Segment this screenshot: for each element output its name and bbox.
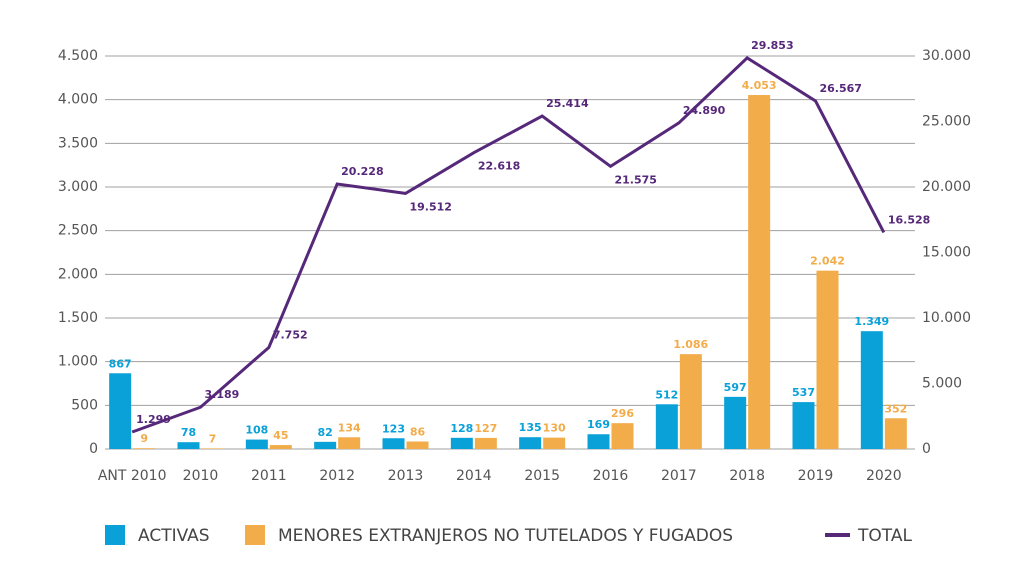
value-label: 867 — [109, 357, 132, 370]
value-label: 9 — [140, 432, 148, 445]
value-label: 169 — [587, 418, 610, 431]
value-label: 3.189 — [205, 388, 240, 401]
value-label: 16.528 — [888, 213, 930, 226]
value-label: 512 — [655, 388, 678, 401]
value-label: 82 — [318, 426, 333, 439]
bar — [177, 442, 200, 449]
value-label: 45 — [273, 429, 288, 442]
bar — [860, 331, 883, 449]
x-tick-label: 2020 — [866, 468, 902, 484]
y-tick-label: 1.500 — [58, 310, 98, 326]
bar — [382, 438, 405, 449]
bar — [133, 448, 156, 449]
value-label: 1.086 — [673, 338, 708, 351]
value-label: 86 — [410, 425, 426, 438]
value-label: 26.567 — [820, 82, 862, 95]
value-label: 7 — [209, 432, 217, 445]
y-tick-label: 3.000 — [58, 179, 98, 195]
value-label: 597 — [724, 381, 747, 394]
bar — [109, 373, 132, 449]
value-label: 2.042 — [810, 255, 845, 268]
y2-tick-label: 5.000 — [922, 376, 962, 392]
x-tick-label: 2012 — [319, 468, 355, 484]
bar — [724, 396, 747, 449]
value-label: 296 — [611, 407, 634, 420]
x-tick-label: 2011 — [251, 468, 287, 484]
value-label: 25.414 — [546, 97, 589, 110]
y-tick-label: 500 — [71, 397, 98, 413]
bar — [474, 437, 497, 449]
x-tick-label: 2019 — [798, 468, 834, 484]
value-label: 134 — [338, 421, 361, 434]
y-tick-label: 2.000 — [58, 266, 98, 282]
value-label: 19.512 — [410, 200, 452, 213]
y-tick-label: 0 — [89, 441, 98, 457]
bar — [245, 439, 268, 449]
bar — [587, 434, 610, 449]
bar — [543, 437, 566, 449]
legend-swatch — [245, 525, 265, 545]
value-label: 21.575 — [615, 173, 657, 186]
bar — [450, 437, 473, 449]
value-label: 127 — [474, 422, 497, 435]
x-tick-label: 2017 — [661, 468, 697, 484]
bar — [884, 418, 907, 449]
legend-swatch — [105, 525, 125, 545]
x-tick-label: 2015 — [524, 468, 560, 484]
bar — [792, 402, 815, 449]
y-tick-label: 2.500 — [58, 223, 98, 239]
value-label: 29.853 — [751, 39, 793, 52]
bar — [338, 437, 361, 449]
value-label: 20.228 — [341, 165, 383, 178]
value-label: 537 — [792, 386, 815, 399]
y2-tick-label: 30.000 — [922, 48, 971, 64]
y-tick-label: 1.000 — [58, 354, 98, 370]
legend-label: ACTIVAS — [138, 526, 210, 546]
value-label: 4.053 — [742, 79, 777, 92]
bar — [201, 448, 224, 449]
bar — [269, 445, 292, 449]
bar — [611, 423, 634, 449]
value-label: 128 — [450, 422, 473, 435]
value-label: 123 — [382, 422, 405, 435]
y2-tick-label: 20.000 — [922, 179, 971, 195]
bar — [816, 270, 839, 449]
value-label: 352 — [884, 402, 907, 415]
bar — [748, 95, 771, 450]
value-label: 7.752 — [273, 328, 308, 341]
x-tick-label: 2018 — [729, 468, 765, 484]
y-tick-label: 4.000 — [58, 92, 98, 108]
bar — [519, 437, 542, 449]
bar — [679, 354, 702, 449]
x-tick-label: 2010 — [183, 468, 219, 484]
value-label: 130 — [543, 422, 566, 435]
y2-tick-label: 0 — [922, 441, 931, 457]
bar — [314, 441, 337, 449]
bar — [655, 404, 678, 449]
y2-tick-label: 10.000 — [922, 310, 971, 326]
y-tick-label: 4.500 — [58, 48, 98, 64]
value-label: 78 — [181, 426, 196, 439]
legend-label: TOTAL — [857, 526, 912, 546]
y-tick-label: 3.500 — [58, 135, 98, 151]
value-label: 24.890 — [683, 104, 726, 117]
value-label: 22.618 — [478, 160, 520, 173]
value-label: 1.349 — [854, 315, 889, 328]
x-tick-label: 2013 — [388, 468, 424, 484]
legend-label: MENORES EXTRANJEROS NO TUTELADOS Y FUGAD… — [278, 526, 733, 546]
y2-tick-label: 25.000 — [922, 114, 971, 130]
value-label: 135 — [519, 421, 542, 434]
value-label: 1.299 — [136, 413, 171, 426]
y2-tick-label: 15.000 — [922, 245, 971, 261]
x-tick-label: ANT 2010 — [98, 468, 167, 484]
bar — [406, 441, 429, 449]
line — [131, 56, 886, 434]
x-tick-label: 2016 — [593, 468, 629, 484]
value-label: 108 — [245, 424, 268, 437]
x-tick-label: 2014 — [456, 468, 492, 484]
